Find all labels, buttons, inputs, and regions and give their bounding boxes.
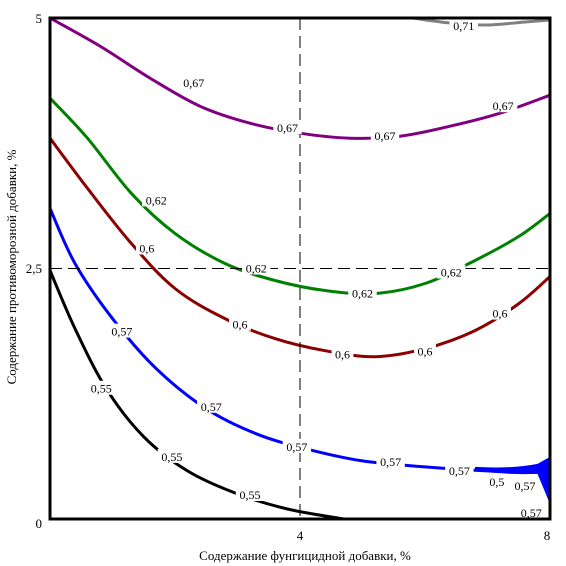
contour-label-0-6: 0,6 bbox=[418, 345, 433, 359]
contour-label-bg bbox=[414, 343, 436, 358]
contour-label-0-6: 0,6 bbox=[233, 318, 248, 332]
contour-label-bg bbox=[445, 462, 474, 477]
contour-label-bg bbox=[485, 473, 508, 488]
contour-label-0-6: 0,6 bbox=[493, 307, 508, 321]
y-axis-label: Содержание противоморозной добавки, % bbox=[4, 149, 19, 384]
contour-label-bg bbox=[370, 128, 400, 143]
contour-label-0-55: 0,55 bbox=[91, 382, 112, 396]
contour-label-0-57: 0,57 bbox=[286, 440, 307, 454]
contour-label-0-67: 0,67 bbox=[375, 129, 396, 143]
contour-label-bg bbox=[157, 448, 187, 463]
contour-label-0-62: 0,62 bbox=[441, 266, 462, 280]
contour-label-bg bbox=[135, 240, 158, 255]
contour-label-bg bbox=[331, 346, 354, 361]
contour-labels: 0,55 0,55 0,55 0,57 0,57 0,57 0,57 0,57 0,5 0,57 0… bbox=[87, 18, 546, 520]
contour-label-0-57: 0,57 bbox=[449, 464, 470, 478]
plot-frame bbox=[48, 16, 552, 521]
contour-label-0-57: 0,57 bbox=[515, 479, 536, 493]
contour-label-0-57: 0,57 bbox=[111, 325, 132, 339]
y-tick-0: 0 bbox=[36, 516, 43, 531]
contour-lines bbox=[48, 16, 551, 521]
contour-label-0-62: 0,62 bbox=[246, 262, 267, 276]
contour-label-bg bbox=[179, 75, 208, 90]
y-tick-2-5: 2,5 bbox=[26, 261, 42, 276]
x-tick-4: 4 bbox=[297, 528, 304, 543]
contour-label-0-6: 0,6 bbox=[335, 348, 350, 362]
contour-label-bg bbox=[197, 398, 226, 413]
contour-label-bg bbox=[273, 120, 302, 135]
contour-label-bg bbox=[348, 285, 377, 300]
contour-label-bg bbox=[437, 264, 466, 279]
contour-label-0-62: 0,62 bbox=[146, 193, 167, 207]
contour-label-0-55: 0,55 bbox=[161, 450, 182, 464]
y-tick-5: 5 bbox=[36, 11, 43, 26]
contour-label-0-62: 0,62 bbox=[352, 287, 373, 301]
contour-label-0-57: 0,57 bbox=[521, 506, 542, 520]
contour-label-0-71: 0,71 bbox=[453, 19, 474, 33]
contour-label-bg bbox=[376, 453, 405, 468]
reference-lines bbox=[50, 18, 550, 519]
contour-label-0-67: 0,67 bbox=[493, 99, 514, 113]
contour-label-0-57: 0,57 bbox=[201, 400, 222, 414]
contour-label-bg bbox=[282, 438, 312, 453]
contour-label-bg bbox=[142, 192, 171, 207]
contour-label-0-67: 0,67 bbox=[277, 121, 298, 135]
contour-label-bg bbox=[517, 504, 546, 519]
contour-label-bg bbox=[510, 477, 540, 492]
contour-label-bg bbox=[87, 380, 116, 395]
contour-label-0-67: 0,67 bbox=[183, 76, 204, 90]
contour-label-0-57: 0,57 bbox=[380, 455, 401, 469]
contour-label-bg bbox=[488, 98, 518, 113]
x-tick-8: 8 bbox=[544, 528, 551, 543]
contour-label-0-55: 0,55 bbox=[240, 488, 261, 502]
contour-label-0-6: 0,6 bbox=[139, 241, 154, 255]
contour-label-bg bbox=[449, 18, 478, 33]
contour-line-0-6 bbox=[48, 137, 551, 359]
contour-label-bg bbox=[235, 486, 265, 501]
contour-label-bg bbox=[242, 260, 271, 275]
contour-label-bg bbox=[229, 316, 251, 331]
contour-label-bg bbox=[489, 305, 511, 320]
contour-label-0-57: 0,5 bbox=[489, 475, 504, 489]
dense-contour-region bbox=[475, 456, 550, 504]
x-axis-label: Содержание фунгицидной добавки, % bbox=[199, 548, 411, 563]
contour-label-bg bbox=[107, 323, 137, 338]
contour-line-0-62 bbox=[48, 97, 551, 296]
contour-line-0-71 bbox=[412, 16, 551, 27]
